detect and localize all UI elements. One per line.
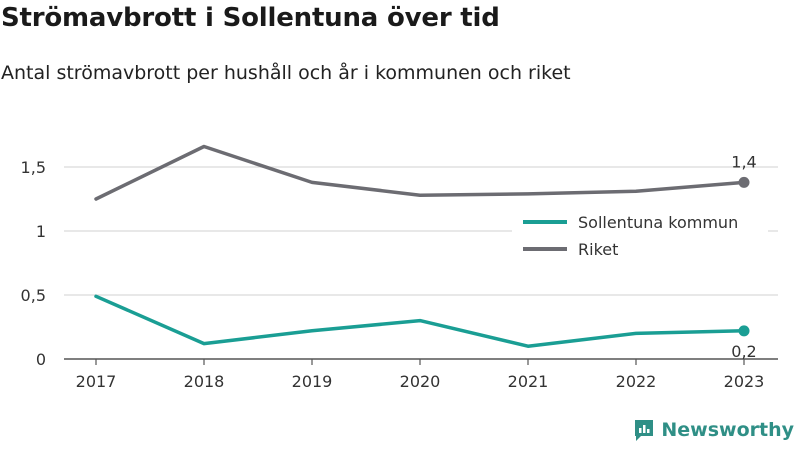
newsworthy-logo-icon: [635, 420, 654, 441]
y-tick-label: 0: [36, 350, 46, 369]
x-tick-label: 2023: [724, 372, 765, 391]
brand-name: Newsworthy: [661, 419, 794, 441]
brand: Newsworthy: [633, 418, 794, 442]
y-tick-label: 0,5: [21, 286, 46, 305]
end-label-sollentuna: 0,2: [731, 342, 756, 361]
end-marker-riket: [738, 176, 750, 188]
end-marker-sollentuna: [738, 325, 750, 337]
series-line-sollentuna: [94, 294, 746, 348]
y-tick-label: 1,5: [21, 158, 46, 177]
series-line-riket: [94, 144, 746, 201]
x-tick-label: 2018: [184, 372, 225, 391]
y-tick-label: 1: [36, 222, 46, 241]
x-tick-label: 2017: [76, 372, 117, 391]
x-tick-label: 2019: [292, 372, 333, 391]
x-tick-label: 2020: [400, 372, 441, 391]
chart-title: Strömavbrott i Sollentuna över tid: [1, 3, 500, 33]
x-tick-label: 2022: [616, 372, 657, 391]
legend-box: [512, 207, 768, 265]
end-label-riket: 1,4: [731, 152, 756, 171]
chart-subtitle: Antal strömavbrott per hushåll och år i …: [1, 62, 571, 84]
x-tick-label: 2021: [508, 372, 549, 391]
legend-label: Riket: [578, 240, 618, 259]
legend-label: Sollentuna kommun: [578, 213, 738, 232]
